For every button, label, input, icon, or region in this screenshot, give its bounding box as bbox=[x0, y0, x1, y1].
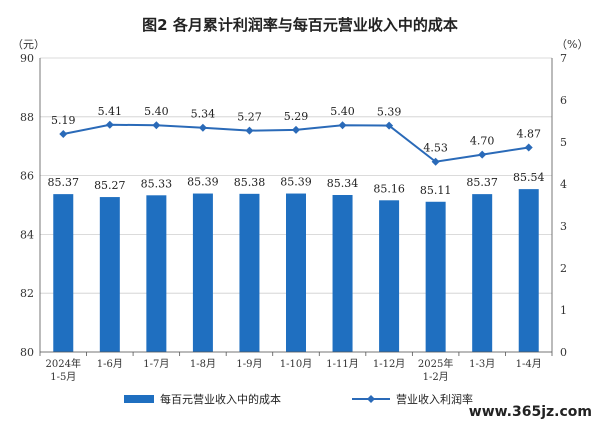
left-tick-label: 88 bbox=[20, 111, 34, 124]
right-tick-label: 1 bbox=[560, 304, 567, 317]
bar bbox=[332, 195, 353, 352]
right-tick-label: 0 bbox=[560, 346, 567, 359]
category-label: 1-11月 bbox=[326, 358, 358, 370]
right-tick-label: 6 bbox=[560, 94, 567, 107]
bar-value-label: 85.37 bbox=[48, 176, 80, 189]
line-series bbox=[59, 120, 533, 166]
bar bbox=[239, 193, 260, 352]
bar bbox=[518, 189, 539, 352]
bar bbox=[425, 201, 446, 352]
left-tick-label: 84 bbox=[20, 228, 34, 241]
category-label: 2025年 bbox=[418, 357, 453, 370]
line-point bbox=[385, 121, 394, 130]
line-value-label: 4.70 bbox=[470, 135, 495, 148]
category-label: 1-4月 bbox=[516, 358, 542, 370]
category-label: 2024年 bbox=[46, 357, 81, 370]
bar-value-label: 85.16 bbox=[373, 182, 405, 195]
line-point bbox=[59, 130, 68, 139]
line-point bbox=[338, 121, 347, 130]
bar-value-label: 85.37 bbox=[466, 176, 498, 189]
bar-value-label: 85.33 bbox=[141, 177, 173, 190]
line-value-label: 4.53 bbox=[423, 142, 448, 155]
data-labels: 85.37 85.27 85.33 85.39 85.38 85.39 85.34 85.16… bbox=[48, 105, 545, 197]
bar-value-label: 85.34 bbox=[327, 177, 359, 190]
bar-value-label: 85.54 bbox=[513, 171, 545, 184]
legend: 每百元营业收入中的成本 营业收入利润率 bbox=[124, 392, 473, 406]
left-tick-label: 80 bbox=[20, 346, 34, 359]
line-value-label: 5.40 bbox=[144, 105, 169, 118]
bars bbox=[53, 189, 539, 352]
right-axis-unit: （%） bbox=[556, 38, 588, 51]
chart-title: 图2 各月累计利润率与每百元营业收入中的成本 bbox=[142, 16, 458, 34]
left-tick-label: 86 bbox=[20, 170, 34, 183]
left-tick-label: 90 bbox=[20, 52, 34, 65]
category-label: 1-9月 bbox=[236, 358, 262, 370]
watermark: www.365jz.com bbox=[469, 404, 592, 420]
legend-line-label: 营业收入利润率 bbox=[396, 392, 473, 406]
line-point bbox=[105, 120, 114, 129]
right-tick-label: 7 bbox=[560, 52, 567, 65]
line-value-label: 5.27 bbox=[237, 111, 262, 124]
line-point bbox=[245, 126, 254, 135]
line-point bbox=[431, 157, 440, 166]
right-tick-label: 5 bbox=[560, 136, 567, 149]
bar bbox=[99, 197, 120, 352]
line-value-label: 4.87 bbox=[516, 127, 541, 140]
line-point bbox=[478, 150, 487, 159]
legend-line-marker bbox=[367, 395, 375, 403]
bar bbox=[379, 200, 400, 352]
bar-value-label: 85.39 bbox=[280, 176, 312, 189]
category-label: 1-5月 bbox=[50, 371, 76, 383]
legend-bar-swatch bbox=[124, 395, 154, 403]
bar bbox=[472, 194, 493, 352]
bar-value-label: 85.39 bbox=[187, 176, 219, 189]
line-value-label: 5.19 bbox=[51, 114, 76, 127]
bar-value-label: 85.27 bbox=[94, 179, 126, 192]
right-tick-label: 2 bbox=[560, 262, 567, 275]
line-value-label: 5.29 bbox=[284, 110, 309, 123]
line-value-label: 5.41 bbox=[98, 105, 123, 118]
category-label: 1-6月 bbox=[97, 358, 123, 370]
bar-value-label: 85.11 bbox=[420, 184, 452, 197]
bar-value-label: 85.38 bbox=[234, 176, 266, 189]
left-axis-unit: （元） bbox=[12, 38, 45, 51]
line-point bbox=[524, 143, 533, 152]
right-tick-label: 4 bbox=[560, 178, 567, 191]
line-value-label: 5.39 bbox=[377, 106, 402, 119]
line-value-label: 5.40 bbox=[330, 105, 355, 118]
line-point bbox=[152, 121, 161, 130]
line-value-label: 5.34 bbox=[191, 108, 216, 121]
line-point bbox=[198, 123, 207, 132]
category-label: 1-3月 bbox=[469, 358, 495, 370]
right-tick-label: 3 bbox=[560, 220, 567, 233]
category-label: 1-2月 bbox=[423, 371, 449, 383]
line-point bbox=[292, 125, 300, 134]
category-label: 1-7月 bbox=[143, 358, 169, 370]
bar bbox=[146, 195, 167, 352]
category-label: 1-10月 bbox=[280, 358, 312, 370]
left-tick-label: 82 bbox=[20, 287, 34, 300]
legend-bar-label: 每百元营业收入中的成本 bbox=[160, 392, 281, 406]
bar bbox=[286, 193, 306, 352]
bar bbox=[192, 193, 213, 352]
bar bbox=[53, 194, 74, 352]
category-label: 1-8月 bbox=[190, 358, 216, 370]
category-label: 1-12月 bbox=[373, 358, 405, 370]
